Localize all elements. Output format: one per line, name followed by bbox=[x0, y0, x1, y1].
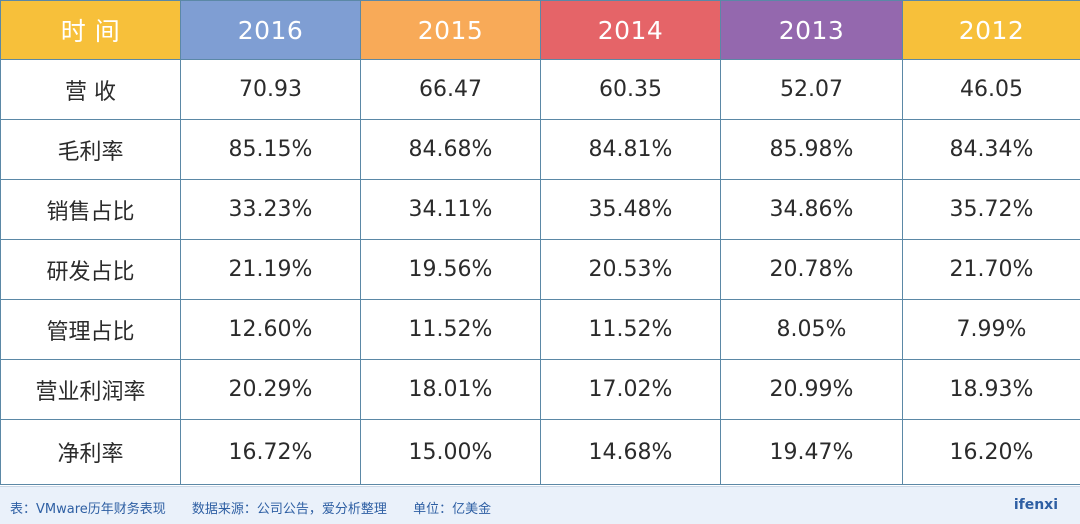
value-cell: 33.23% bbox=[180, 179, 361, 240]
row-label-cell: 营 收 bbox=[0, 59, 181, 120]
value-cell: 11.52% bbox=[540, 299, 721, 360]
value-cell: 84.81% bbox=[540, 119, 721, 180]
table-row: 营业利润率 20.29% 18.01% 17.02% 20.99% 18.93% bbox=[0, 359, 1080, 420]
value-cell: 52.07 bbox=[720, 59, 903, 120]
header-cell-year: 2014 bbox=[540, 0, 721, 60]
value-cell: 18.01% bbox=[360, 359, 541, 420]
value-cell: 84.68% bbox=[360, 119, 541, 180]
footer-caption: 表：VMware历年财务表现 数据来源：公司公告，爱分析整理 单位：亿美金 bbox=[10, 498, 513, 517]
table-row: 毛利率 85.15% 84.68% 84.81% 85.98% 84.34% bbox=[0, 119, 1080, 180]
value-cell: 18.93% bbox=[902, 359, 1080, 420]
table-row: 净利率 16.72% 15.00% 14.68% 19.47% 16.20% bbox=[0, 419, 1080, 485]
value-cell: 7.99% bbox=[902, 299, 1080, 360]
value-cell: 11.52% bbox=[360, 299, 541, 360]
value-cell: 21.70% bbox=[902, 239, 1080, 300]
header-cell-time: 时 间 bbox=[0, 0, 181, 60]
table-row: 营 收 70.93 66.47 60.35 52.07 46.05 bbox=[0, 59, 1080, 120]
caption-data-source: 数据来源：公司公告，爱分析整理 bbox=[191, 502, 387, 517]
value-cell: 85.15% bbox=[180, 119, 361, 180]
row-label-cell: 营业利润率 bbox=[0, 359, 181, 420]
value-cell: 66.47 bbox=[360, 59, 541, 120]
footer-bar: 表：VMware历年财务表现 数据来源：公司公告，爱分析整理 单位：亿美金 if… bbox=[0, 486, 1080, 524]
value-cell: 15.00% bbox=[360, 419, 541, 485]
table-row: 管理占比 12.60% 11.52% 11.52% 8.05% 7.99% bbox=[0, 299, 1080, 360]
value-cell: 35.72% bbox=[902, 179, 1080, 240]
table-row: 研发占比 21.19% 19.56% 20.53% 20.78% 21.70% bbox=[0, 239, 1080, 300]
value-cell: 12.60% bbox=[180, 299, 361, 360]
value-cell: 20.29% bbox=[180, 359, 361, 420]
financial-table-container: 时 间 2016 2015 2014 2013 2012 营 收 70.93 66.47 60.… bbox=[0, 0, 1080, 485]
value-cell: 20.99% bbox=[720, 359, 903, 420]
value-cell: 70.93 bbox=[180, 59, 361, 120]
value-cell: 17.02% bbox=[540, 359, 721, 420]
value-cell: 16.20% bbox=[902, 419, 1080, 485]
value-cell: 14.68% bbox=[540, 419, 721, 485]
header-cell-year: 2015 bbox=[360, 0, 541, 60]
value-cell: 60.35 bbox=[540, 59, 721, 120]
row-label-cell: 销售占比 bbox=[0, 179, 181, 240]
header-row: 时 间 2016 2015 2014 2013 2012 bbox=[0, 0, 1080, 60]
row-label-cell: 毛利率 bbox=[0, 119, 181, 180]
value-cell: 85.98% bbox=[720, 119, 903, 180]
value-cell: 46.05 bbox=[902, 59, 1080, 120]
caption-unit: 单位：亿美金 bbox=[413, 502, 492, 517]
header-cell-year: 2016 bbox=[180, 0, 361, 60]
value-cell: 84.34% bbox=[902, 119, 1080, 180]
value-cell: 20.53% bbox=[540, 239, 721, 300]
table-body: 营 收 70.93 66.47 60.35 52.07 46.05 毛利率 85.15% 84.… bbox=[0, 59, 1080, 485]
value-cell: 35.48% bbox=[540, 179, 721, 240]
value-cell: 34.11% bbox=[360, 179, 541, 240]
header-cell-year: 2012 bbox=[902, 0, 1080, 60]
value-cell: 8.05% bbox=[720, 299, 903, 360]
value-cell: 19.56% bbox=[360, 239, 541, 300]
row-label-cell: 研发占比 bbox=[0, 239, 181, 300]
value-cell: 19.47% bbox=[720, 419, 903, 485]
caption-table-title: 表：VMware历年财务表现 bbox=[10, 502, 166, 517]
table-row: 销售占比 33.23% 34.11% 35.48% 34.86% 35.72% bbox=[0, 179, 1080, 240]
row-label-cell: 净利率 bbox=[0, 419, 181, 485]
value-cell: 20.78% bbox=[720, 239, 903, 300]
financial-table: 时 间 2016 2015 2014 2013 2012 营 收 70.93 66.47 60.… bbox=[0, 0, 1080, 485]
value-cell: 34.86% bbox=[720, 179, 903, 240]
ifenxi-logo: ifenxi bbox=[1013, 497, 1058, 513]
value-cell: 21.19% bbox=[180, 239, 361, 300]
row-label-cell: 管理占比 bbox=[0, 299, 181, 360]
value-cell: 16.72% bbox=[180, 419, 361, 485]
header-cell-year: 2013 bbox=[720, 0, 903, 60]
